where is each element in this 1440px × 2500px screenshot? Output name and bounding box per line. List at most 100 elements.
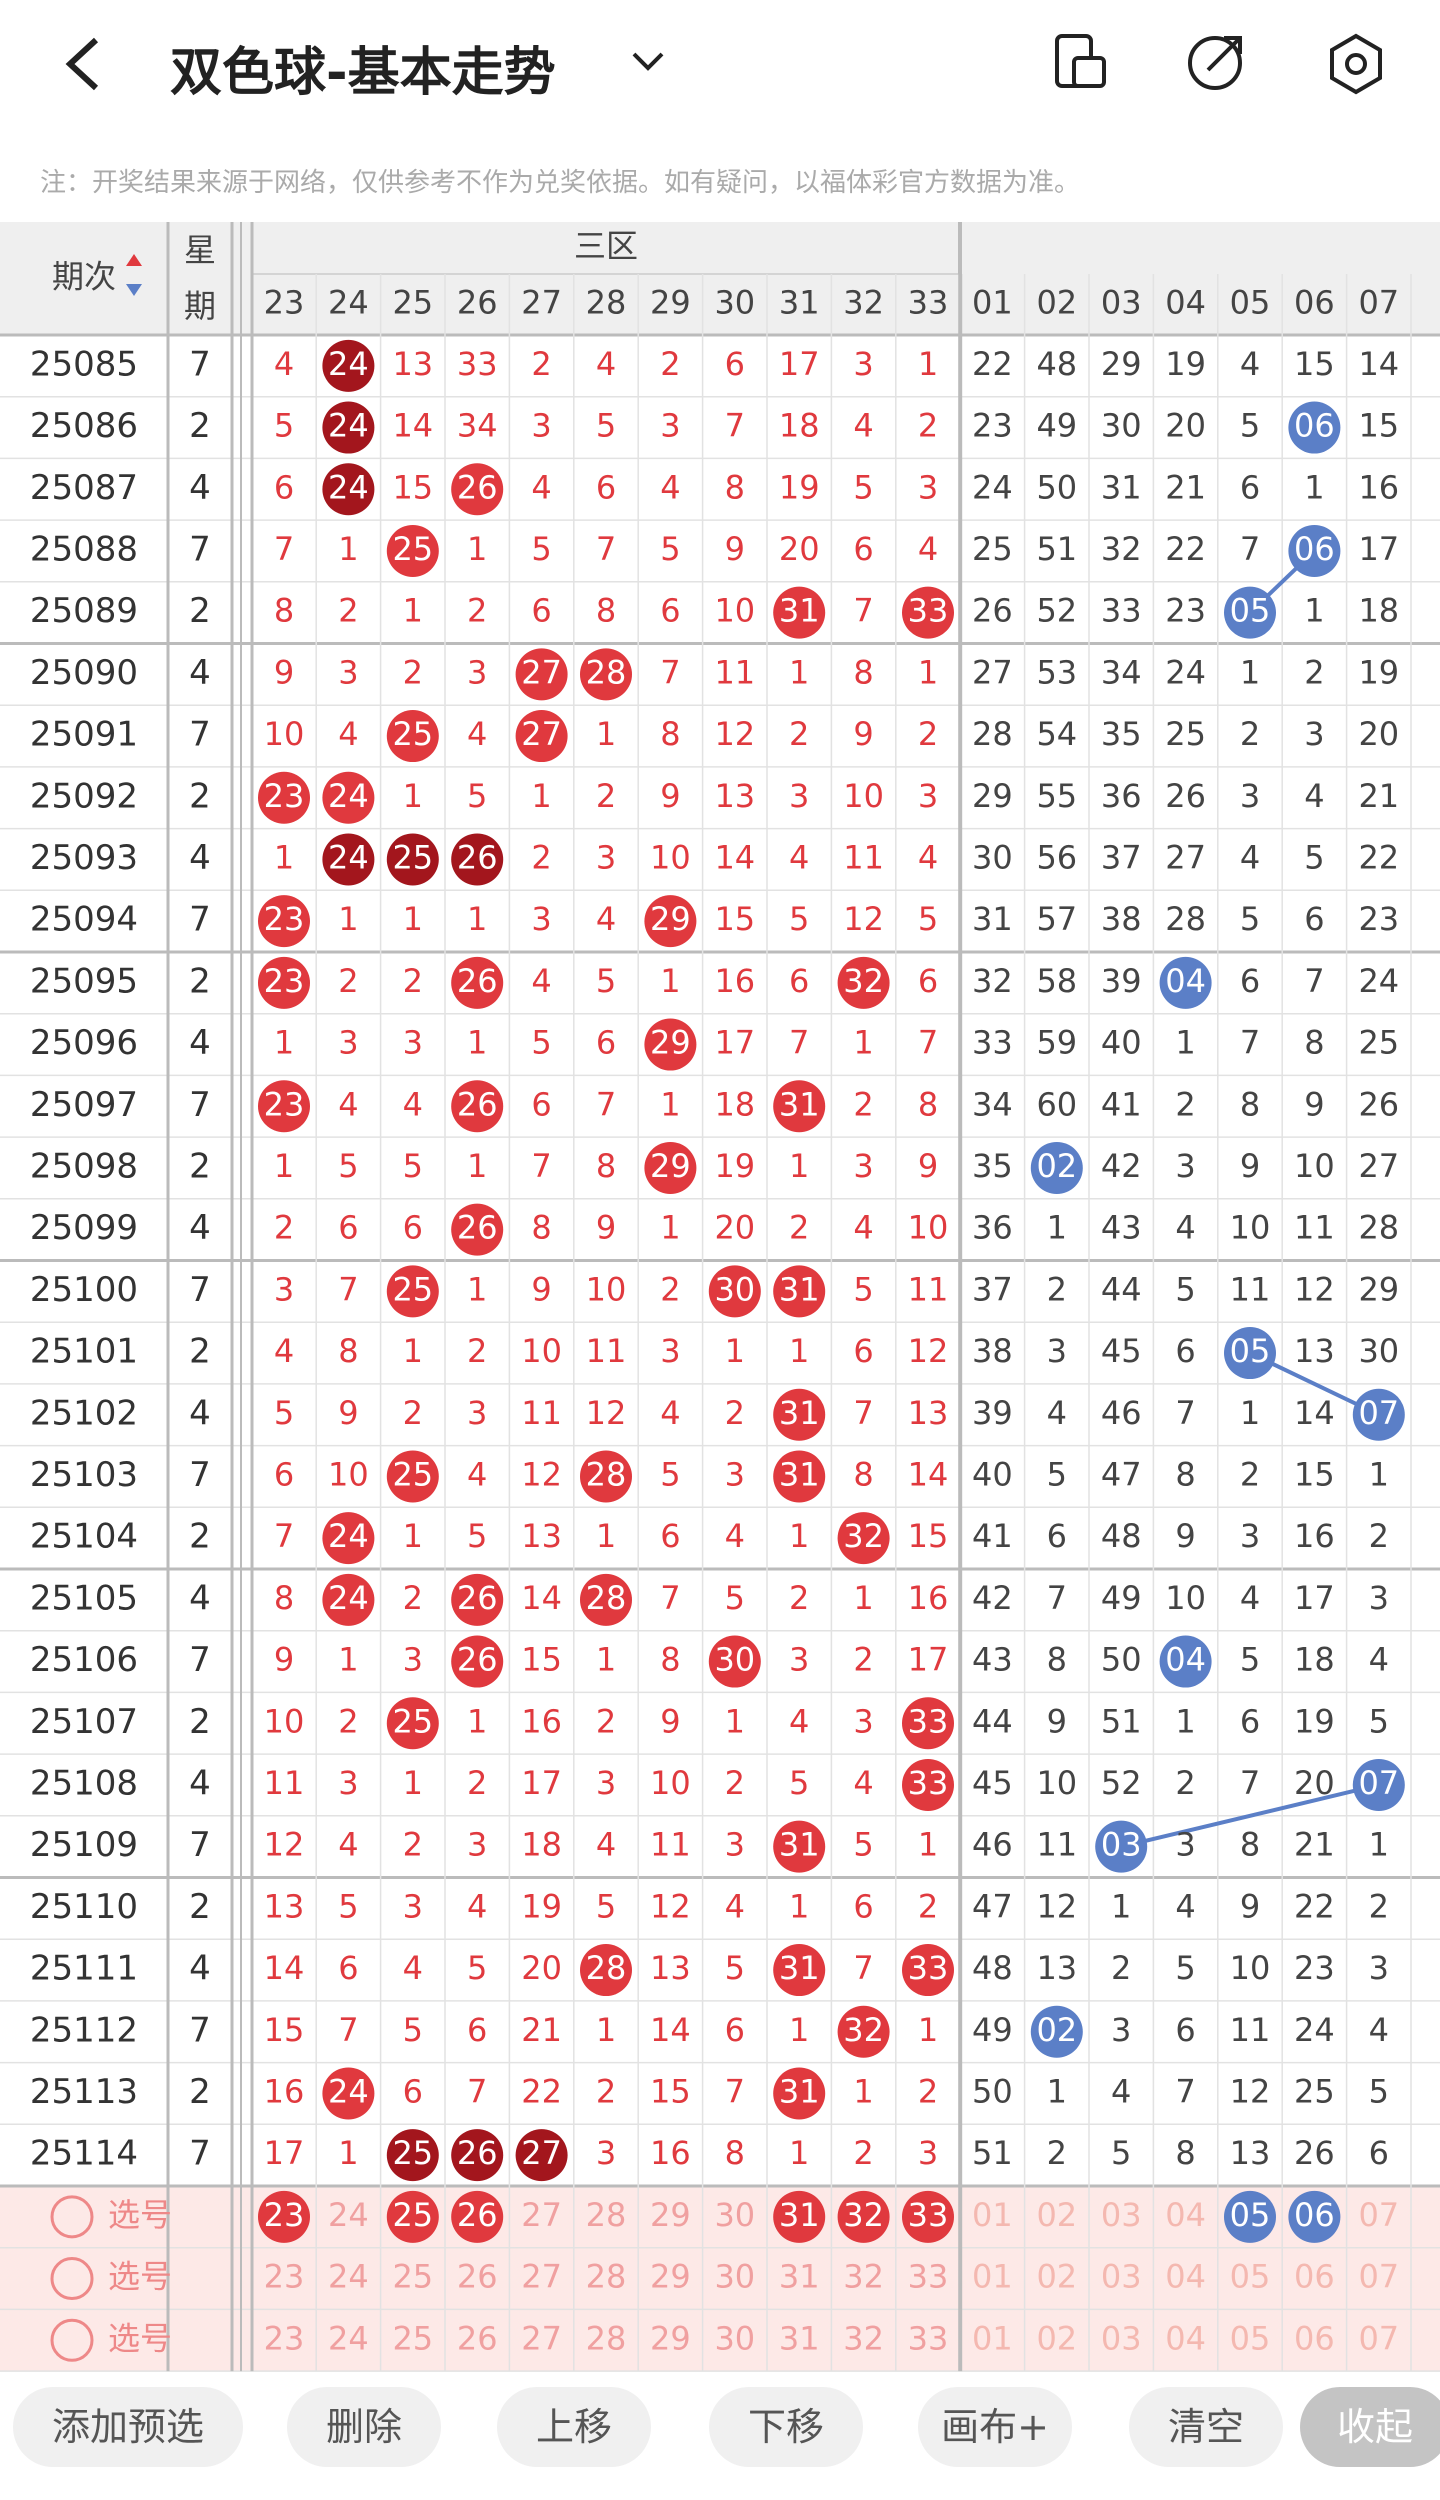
miss-count: 14: [1294, 1394, 1335, 1432]
select-number[interactable]: 03: [1101, 2319, 1142, 2357]
ball: [837, 1512, 890, 1565]
miss-count: 2: [403, 653, 423, 691]
miss-count: 22: [1294, 1887, 1335, 1925]
miss-count: 22: [521, 2072, 562, 2110]
toolbar-button[interactable]: 下移: [709, 2387, 863, 2467]
select-number[interactable]: 05: [1230, 2258, 1271, 2296]
select-number[interactable]: 23: [264, 2258, 305, 2296]
miss-count: 3: [660, 1332, 680, 1370]
miss-count: 5: [596, 1887, 616, 1925]
share-icon[interactable]: [1188, 36, 1242, 90]
select-number[interactable]: 03: [1101, 2196, 1142, 2234]
select-number[interactable]: 30: [714, 2319, 755, 2357]
select-number[interactable]: 23: [264, 2319, 305, 2357]
select-number[interactable]: 01: [972, 2196, 1013, 2234]
selected-number: 23: [264, 2196, 305, 2234]
select-number[interactable]: 01: [972, 2319, 1013, 2357]
select-radio[interactable]: [50, 2195, 94, 2239]
miss-count: 5: [1369, 2072, 1389, 2110]
select-number[interactable]: 07: [1358, 2258, 1399, 2296]
toolbar-button[interactable]: 添加预选: [13, 2387, 243, 2467]
miss-count: 3: [853, 1702, 873, 1740]
miss-count: 16: [1358, 468, 1399, 506]
select-number[interactable]: 27: [521, 2196, 562, 2234]
select-number[interactable]: 26: [457, 2258, 498, 2296]
column-header: 03: [1101, 284, 1142, 322]
toolbar-button[interactable]: 删除: [287, 2387, 441, 2467]
dropdown[interactable]: [632, 52, 664, 71]
select-number[interactable]: 24: [328, 2319, 369, 2357]
settings-icon[interactable]: [1330, 33, 1382, 95]
miss-count: 5: [531, 1024, 551, 1062]
miss-count: 7: [660, 1579, 680, 1617]
select-number[interactable]: 32: [843, 2258, 884, 2296]
miss-count: 6: [338, 1949, 358, 1987]
period: 25096: [30, 1023, 138, 1063]
ball-number: 05: [1230, 592, 1271, 630]
select-number[interactable]: 28: [586, 2258, 627, 2296]
ball-number: 04: [1165, 1641, 1206, 1679]
period: 25086: [30, 406, 138, 446]
miss-count: 1: [660, 962, 680, 1000]
miss-count: 1: [918, 2011, 938, 2049]
column-header: 27: [521, 284, 562, 322]
select-number[interactable]: 04: [1165, 2196, 1206, 2234]
select-number[interactable]: 33: [908, 2319, 949, 2357]
miss-count: 30: [1101, 407, 1142, 445]
select-number[interactable]: 07: [1358, 2196, 1399, 2234]
miss-count: 17: [714, 1024, 755, 1062]
toolbar-button[interactable]: 上移: [497, 2387, 651, 2467]
miss-count: 4: [531, 468, 551, 506]
select-number[interactable]: 33: [908, 2258, 949, 2296]
select-number[interactable]: 01: [972, 2258, 1013, 2296]
select-number[interactable]: 27: [521, 2258, 562, 2296]
select-number[interactable]: 06: [1294, 2319, 1335, 2357]
select-number[interactable]: 25: [392, 2258, 433, 2296]
select-number[interactable]: 04: [1165, 2258, 1206, 2296]
select-number[interactable]: 05: [1230, 2319, 1271, 2357]
select-number[interactable]: 02: [1036, 2196, 1077, 2234]
select-number[interactable]: 29: [650, 2196, 691, 2234]
select-number[interactable]: 29: [650, 2319, 691, 2357]
ball-number: 31: [779, 1455, 820, 1493]
select-number[interactable]: 28: [586, 2319, 627, 2357]
ball: [902, 1944, 954, 1997]
select-number[interactable]: 27: [521, 2319, 562, 2357]
select-radio[interactable]: [50, 2257, 94, 2301]
miss-count: 40: [1101, 1024, 1142, 1062]
select-number[interactable]: 28: [586, 2196, 627, 2234]
select-number[interactable]: 31: [779, 2258, 820, 2296]
select-number[interactable]: 24: [328, 2258, 369, 2296]
miss-count: 8: [1240, 1826, 1260, 1864]
miss-count: 11: [714, 653, 755, 691]
miss-count: 13: [1230, 2134, 1271, 2172]
select-number[interactable]: 02: [1036, 2319, 1077, 2357]
select-radio[interactable]: [50, 2318, 94, 2362]
select-number[interactable]: 07: [1358, 2319, 1399, 2357]
ball-number: 25: [392, 1702, 433, 1740]
select-number[interactable]: 29: [650, 2258, 691, 2296]
select-number[interactable]: 30: [714, 2196, 755, 2234]
select-number[interactable]: 24: [328, 2196, 369, 2234]
select-number[interactable]: 25: [392, 2319, 433, 2357]
select-number[interactable]: 31: [779, 2319, 820, 2357]
toolbar-button[interactable]: 清空: [1129, 2387, 1283, 2467]
select-number[interactable]: 04: [1165, 2319, 1206, 2357]
toolbar-button[interactable]: 画布+: [918, 2387, 1072, 2467]
ball-number: 26: [457, 1579, 498, 1617]
select-number[interactable]: 03: [1101, 2258, 1142, 2296]
select-number[interactable]: 02: [1036, 2258, 1077, 2296]
select-number[interactable]: 26: [457, 2319, 498, 2357]
miss-count: 7: [853, 592, 873, 630]
miss-count: 4: [725, 1887, 745, 1925]
miss-count: 2: [789, 1209, 809, 1247]
select-number[interactable]: 32: [843, 2319, 884, 2357]
miss-count: 9: [338, 1394, 358, 1432]
toolbar-button[interactable]: 收起: [1300, 2387, 1440, 2467]
back-button[interactable]: [65, 37, 99, 91]
miss-count: 5: [467, 1949, 487, 1987]
select-number[interactable]: 30: [714, 2258, 755, 2296]
miss-count: 16: [264, 2072, 305, 2110]
selected-ball: [773, 2190, 826, 2243]
select-number[interactable]: 06: [1294, 2258, 1335, 2296]
